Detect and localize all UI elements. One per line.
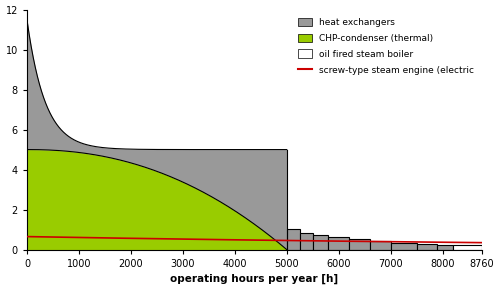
X-axis label: operating hours per year [h]: operating hours per year [h] xyxy=(170,274,338,284)
Bar xyxy=(300,233,312,250)
Bar xyxy=(438,245,453,250)
Bar xyxy=(349,239,370,250)
Bar xyxy=(328,237,349,250)
Legend: heat exchangers, CHP-condenser (thermal), oil fired steam boiler, screw-type ste: heat exchangers, CHP-condenser (thermal)… xyxy=(294,14,478,78)
Bar xyxy=(416,244,438,250)
Bar xyxy=(370,241,390,250)
Bar xyxy=(287,229,300,250)
Bar xyxy=(312,235,328,250)
Bar xyxy=(453,245,482,250)
Bar xyxy=(390,243,416,250)
